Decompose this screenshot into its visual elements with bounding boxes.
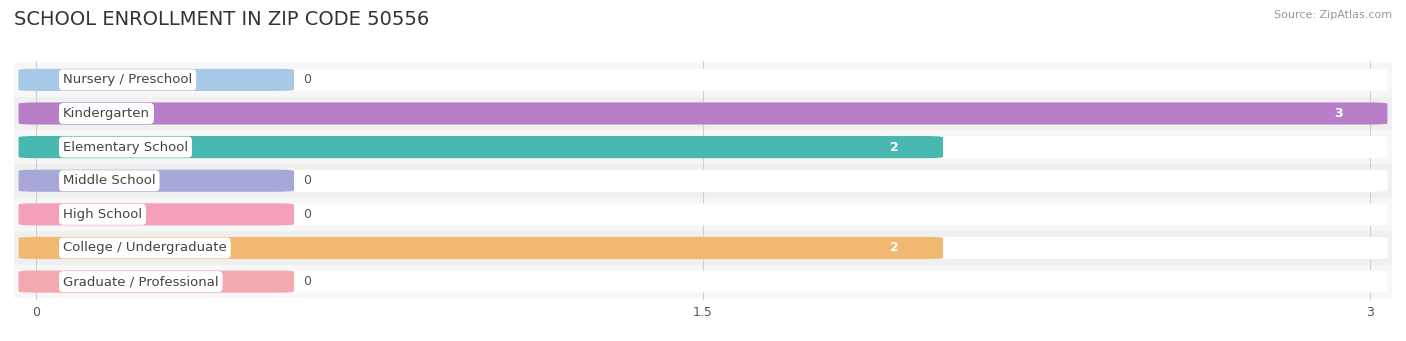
- FancyBboxPatch shape: [18, 203, 1388, 225]
- FancyBboxPatch shape: [18, 136, 1388, 158]
- Text: Elementary School: Elementary School: [63, 140, 188, 153]
- FancyBboxPatch shape: [18, 237, 943, 259]
- FancyBboxPatch shape: [18, 237, 1388, 259]
- Bar: [0, 231, 1406, 265]
- Text: 3: 3: [1334, 107, 1343, 120]
- Text: 0: 0: [302, 275, 311, 288]
- FancyBboxPatch shape: [18, 102, 1388, 124]
- Text: 2: 2: [890, 241, 898, 254]
- FancyBboxPatch shape: [18, 169, 294, 192]
- Text: Graduate / Professional: Graduate / Professional: [63, 275, 218, 288]
- Bar: [0, 197, 1406, 231]
- Text: 0: 0: [302, 208, 311, 221]
- Text: 2: 2: [890, 140, 898, 153]
- Text: Kindergarten: Kindergarten: [63, 107, 150, 120]
- FancyBboxPatch shape: [18, 270, 1388, 293]
- Text: High School: High School: [63, 208, 142, 221]
- Bar: [0, 265, 1406, 298]
- Bar: [0, 63, 1406, 97]
- Text: Nursery / Preschool: Nursery / Preschool: [63, 73, 193, 86]
- FancyBboxPatch shape: [18, 270, 294, 293]
- FancyBboxPatch shape: [18, 169, 1388, 192]
- Text: 0: 0: [302, 73, 311, 86]
- Bar: [0, 164, 1406, 197]
- Text: 0: 0: [302, 174, 311, 187]
- Text: SCHOOL ENROLLMENT IN ZIP CODE 50556: SCHOOL ENROLLMENT IN ZIP CODE 50556: [14, 10, 429, 29]
- Text: Source: ZipAtlas.com: Source: ZipAtlas.com: [1274, 10, 1392, 20]
- Bar: [0, 130, 1406, 164]
- FancyBboxPatch shape: [18, 136, 943, 158]
- Bar: [0, 97, 1406, 130]
- FancyBboxPatch shape: [18, 69, 294, 91]
- Text: College / Undergraduate: College / Undergraduate: [63, 241, 226, 254]
- FancyBboxPatch shape: [18, 203, 294, 225]
- Text: Middle School: Middle School: [63, 174, 156, 187]
- FancyBboxPatch shape: [18, 102, 1388, 124]
- FancyBboxPatch shape: [18, 69, 1388, 91]
